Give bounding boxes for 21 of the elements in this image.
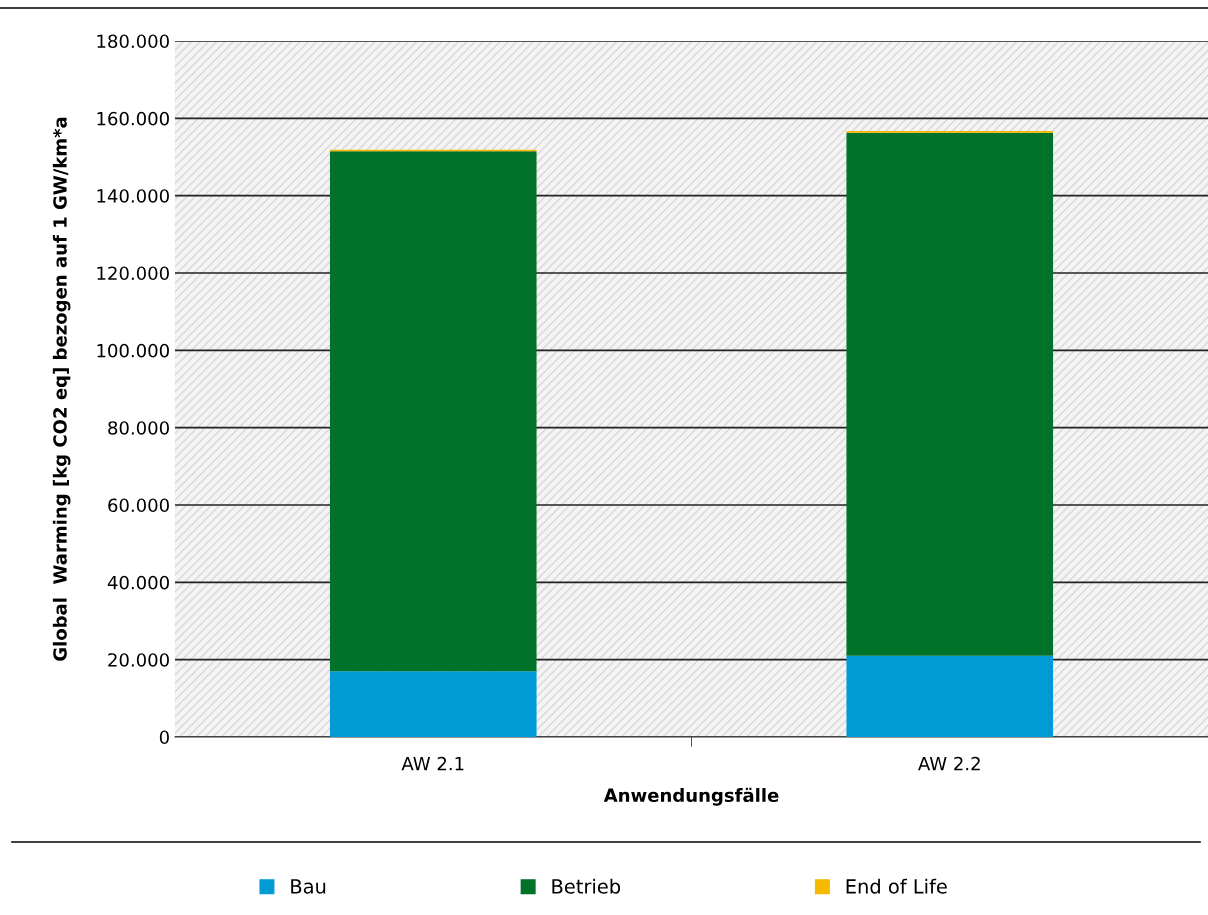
y-tick-label: 120.000 — [97, 266, 169, 281]
bar — [846, 655, 1054, 737]
legend-label: Bau — [291, 879, 326, 894]
legend-label: End of Life — [846, 878, 947, 894]
y-tick-label: 180.000 — [97, 34, 169, 49]
x-tick-label: AW 2.1 — [401, 756, 464, 771]
y-tick-label: 0 — [159, 730, 169, 745]
y-axis-title: Global Warming [kg CO2 eq] bezogen auf 1 GW/km*a — [52, 117, 71, 661]
bar — [329, 671, 537, 737]
y-tick-label: 160.000 — [97, 111, 169, 126]
x-axis-title: Anwendungsfälle — [603, 787, 779, 806]
y-tick-label: 100.000 — [97, 343, 169, 358]
bar — [329, 151, 537, 672]
y-tick-label: 60.000 — [108, 498, 169, 513]
y-tick-label: 140.000 — [97, 189, 169, 203]
legend-label: Betrieb — [552, 878, 621, 894]
y-tick-label: 80.000 — [108, 421, 169, 435]
y-tick-label: 40.000 — [107, 575, 169, 590]
y-tick-label: 20.000 — [108, 653, 169, 667]
x-tick-label: AW 2.2 — [918, 756, 980, 771]
bar — [846, 132, 1054, 656]
